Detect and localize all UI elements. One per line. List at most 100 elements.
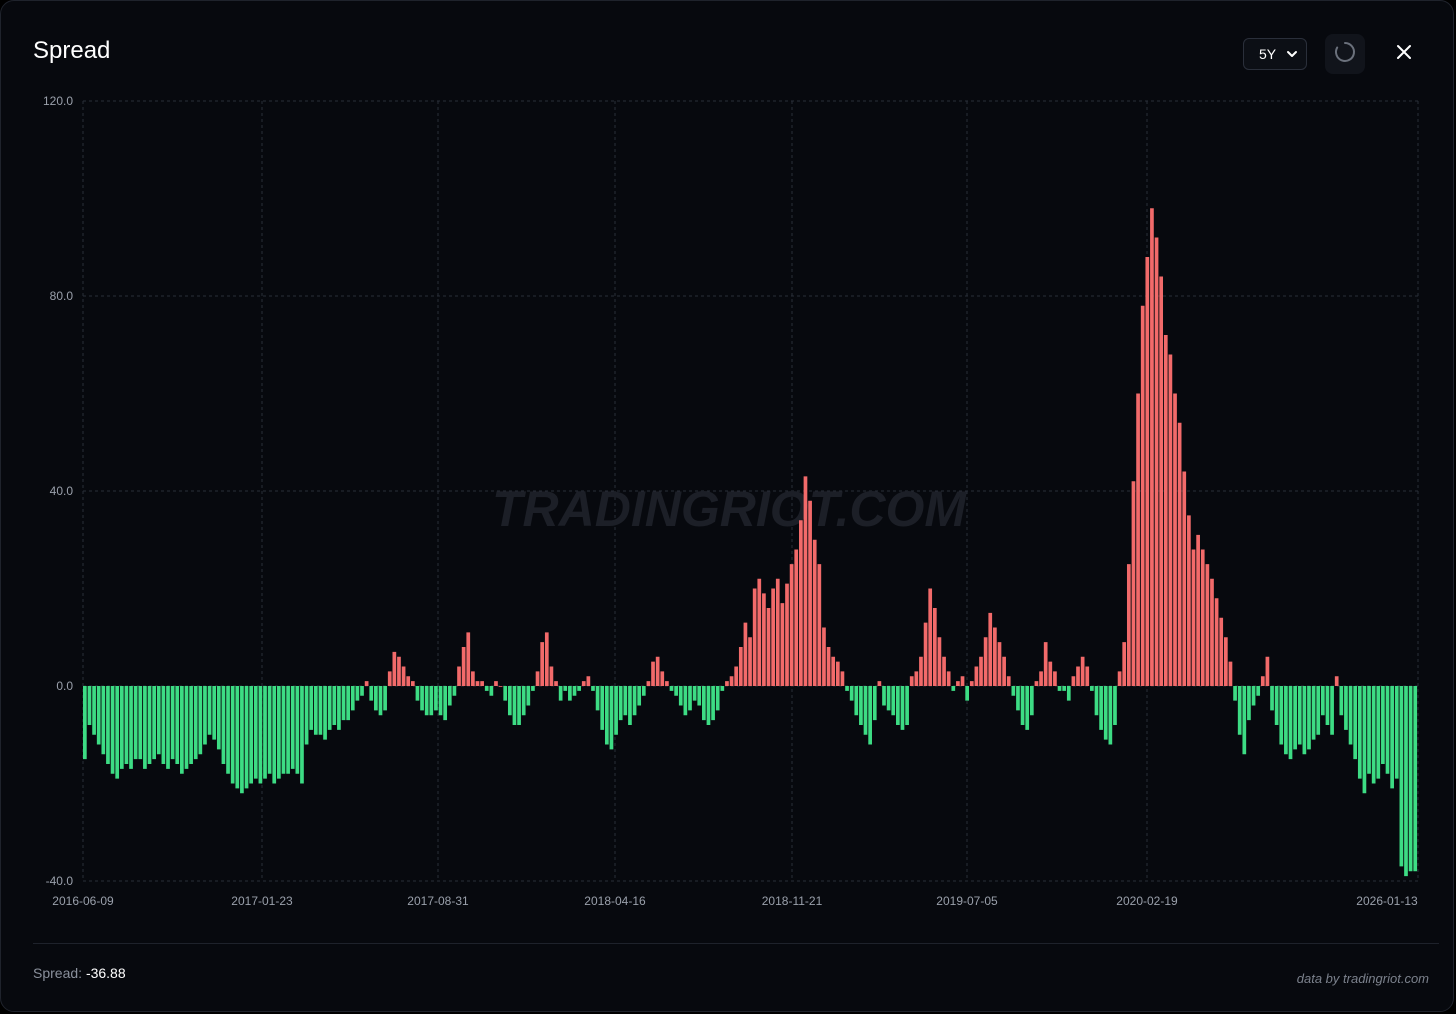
spread-bar: [406, 676, 411, 686]
spread-bar: [1247, 686, 1251, 721]
spread-bar: [1390, 686, 1394, 789]
spread-bar: [1039, 671, 1043, 687]
spread-bar: [198, 686, 203, 755]
chevron-down-icon: [1285, 47, 1299, 64]
spread-bar: [1117, 671, 1122, 687]
spread-bar: [1339, 686, 1344, 716]
spread-bar: [526, 686, 531, 706]
spread-bar: [147, 686, 152, 764]
spread-bar: [1320, 686, 1325, 716]
spread-bar: [184, 686, 189, 769]
spread-bar: [244, 686, 249, 789]
spread-bar: [591, 686, 595, 691]
spread-bar: [1385, 686, 1390, 774]
spread-bar: [822, 627, 826, 686]
spread-bar: [1237, 686, 1242, 735]
spread-bar: [632, 686, 637, 716]
spread-bar: [655, 656, 660, 686]
spread-bar: [1394, 686, 1399, 779]
refresh-button[interactable]: [1325, 34, 1365, 74]
spread-bar: [466, 632, 471, 687]
x-tick-label: 2016-06-09: [52, 894, 114, 908]
spread-bar: [1126, 564, 1131, 687]
spread-bar: [554, 681, 558, 687]
spread-bar: [401, 666, 406, 686]
spread-bar: [1136, 393, 1140, 686]
y-tick-label: 40.0: [50, 484, 74, 498]
spread-bar: [702, 686, 706, 721]
spread-bar: [1367, 686, 1371, 774]
spread-bar: [115, 686, 120, 779]
spread-bar: [512, 686, 517, 725]
spread-bar: [789, 564, 794, 687]
spread-bar: [766, 608, 771, 686]
spread-bar: [106, 686, 110, 764]
watermark: TRADINGRIOT.COM: [492, 481, 967, 537]
spread-bar: [1311, 686, 1316, 740]
spread-bar: [743, 622, 748, 687]
spread-bar: [757, 578, 762, 686]
spread-bar: [960, 676, 965, 686]
spread-bar: [480, 681, 484, 687]
range-dropdown[interactable]: 5Y: [1243, 38, 1307, 70]
spread-bar: [166, 686, 170, 769]
spread-bar: [175, 686, 180, 764]
spread-bar: [161, 686, 166, 764]
spread-bar: [956, 681, 960, 687]
spread-bar: [281, 686, 286, 774]
spread-bar: [369, 686, 374, 701]
spread-bar: [290, 686, 295, 769]
spread-bar: [374, 686, 378, 711]
spread-bar: [715, 686, 720, 711]
spread-bar: [863, 686, 868, 735]
spread-bar: [780, 603, 785, 687]
spread-bar: [1279, 686, 1284, 745]
spread-bar: [1353, 686, 1358, 760]
spread-bar: [886, 686, 891, 711]
spread-bar: [1371, 686, 1376, 784]
spread-bar: [1196, 534, 1200, 687]
spread-bar: [651, 661, 655, 687]
spread-bar: [360, 686, 364, 696]
spread-bar: [1334, 676, 1339, 686]
x-tick-label: 2019-07-05: [936, 894, 998, 908]
spread-bar: [216, 686, 221, 750]
spread-bar: [434, 686, 438, 711]
spread-bar: [817, 564, 822, 687]
spread-bar: [1053, 671, 1057, 687]
x-tick-label: 2018-04-16: [584, 894, 646, 908]
spread-bar: [623, 686, 628, 716]
spread-bar: [272, 686, 277, 784]
spread-bar: [614, 686, 618, 735]
spread-bar: [457, 666, 461, 686]
spread-bar: [609, 686, 614, 750]
spread-bar: [674, 686, 678, 696]
spread-bar: [1090, 686, 1094, 691]
spread-bar: [253, 686, 258, 779]
spread-bar: [637, 686, 642, 706]
spread-bar: [909, 676, 914, 686]
spread-bar: [1316, 686, 1321, 735]
spread-bar: [688, 686, 692, 711]
spread-bar: [942, 656, 946, 686]
spread-bar: [729, 676, 734, 686]
spread-bar: [618, 686, 623, 721]
spread-bar: [877, 681, 882, 687]
spread-bar: [738, 647, 743, 686]
spread-bar: [484, 686, 489, 691]
spread-readout-value: -36.88: [85, 965, 126, 981]
spread-bar: [1043, 642, 1048, 687]
spread-bar: [1265, 656, 1270, 686]
spread-bar: [628, 686, 632, 725]
spread-bar: [646, 681, 651, 687]
spread-bar: [350, 686, 355, 711]
close-button[interactable]: [1389, 39, 1419, 69]
spread-bar: [563, 686, 568, 691]
spread-bar: [438, 686, 443, 716]
spread-bar: [1214, 598, 1219, 686]
spread-bar: [1002, 656, 1006, 686]
spread-bar: [249, 686, 253, 784]
spread-bar: [831, 656, 836, 686]
spread-bar: [143, 686, 147, 769]
